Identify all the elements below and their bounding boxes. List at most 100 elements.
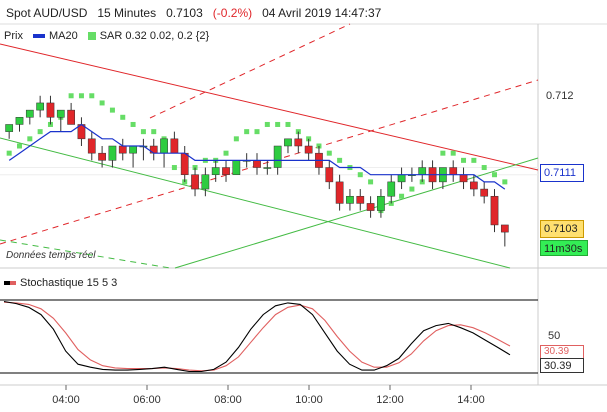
sar-dot — [285, 121, 291, 127]
time-tick-label: 08:00 — [214, 394, 242, 406]
candle-body — [87, 138, 96, 154]
sar-dot — [68, 93, 74, 99]
price-tick-0712: 0.712 — [546, 90, 574, 102]
candle-body — [5, 124, 14, 132]
candle-body — [170, 138, 179, 154]
candle-body — [222, 167, 230, 175]
stoch-k-tag: 30.39 — [540, 358, 584, 373]
sar-dot — [27, 136, 33, 142]
time-tick-label: 10:00 — [295, 394, 323, 406]
ma20-line — [8, 123, 506, 190]
last-price-tag: 0.7103 — [540, 220, 584, 238]
last-price: 0.7103 — [166, 6, 203, 20]
sar-dot — [357, 172, 363, 178]
stoch-swatch — [4, 281, 16, 285]
ma20-swatch — [32, 34, 45, 38]
instrument-name: Spot AUD/USD — [6, 6, 88, 20]
candle-body — [253, 160, 261, 168]
realtime-label: Données temps réel — [6, 250, 96, 261]
trend-channel-upper-dashed — [0, 79, 539, 245]
candle-body — [36, 102, 45, 111]
datetime: 04 Avril 2019 14:47:37 — [262, 6, 382, 20]
price-change: (-0.2%) — [212, 6, 253, 20]
sar-dot — [89, 93, 95, 99]
candle-body — [449, 167, 458, 175]
ma20-value-tag: 0.7111 — [540, 164, 584, 182]
candle-body — [304, 145, 313, 154]
price-legend-label[interactable]: Prix — [4, 30, 23, 42]
sar-dot — [492, 172, 498, 178]
sar-dot — [502, 179, 508, 185]
candle-body — [129, 145, 137, 154]
sar-dot — [78, 93, 84, 99]
candle-body — [232, 160, 241, 175]
interval-label: 15 Minutes — [97, 6, 157, 20]
candlesticks — [5, 95, 509, 247]
sar-dot — [264, 121, 270, 127]
sar-dot — [37, 129, 43, 135]
sar-dot — [399, 193, 405, 199]
candle-body — [377, 195, 385, 211]
stoch-tick-50: 50 — [548, 330, 561, 342]
candle-body — [98, 152, 106, 161]
candle-body — [500, 224, 509, 233]
candle-body — [15, 117, 24, 125]
sar-dot — [275, 121, 281, 127]
candle-body — [273, 145, 282, 168]
sar-dot — [6, 150, 12, 156]
candle-body — [418, 167, 427, 175]
candle-body — [263, 167, 272, 169]
sar-dot — [99, 100, 105, 106]
candle-body — [397, 174, 406, 183]
trend-line-down — [0, 43, 539, 171]
sar-dot — [140, 129, 146, 135]
sar-dot — [461, 157, 467, 163]
sar-dot — [450, 150, 456, 156]
candle-body — [201, 174, 210, 190]
sar-dot — [171, 165, 177, 171]
candle-body — [366, 203, 375, 211]
stoch-k-line — [3, 300, 511, 373]
stoch-legend-label[interactable]: Stochastique 15 5 3 — [20, 277, 118, 289]
candle-body — [118, 145, 127, 154]
candle-body — [160, 138, 168, 154]
sar-dot — [440, 150, 446, 156]
ma20-legend-label[interactable]: MA20 — [48, 30, 78, 42]
sar-dot — [151, 129, 157, 135]
sar-dot — [120, 114, 126, 120]
candle-body — [25, 109, 34, 118]
sar-dot — [409, 186, 415, 192]
candle-body — [211, 167, 220, 175]
candle-body — [387, 181, 396, 197]
candle-body — [356, 195, 365, 204]
channel-line-up — [174, 157, 539, 269]
candle-body — [191, 174, 199, 190]
time-tick-label: 04:00 — [52, 394, 80, 406]
candle-body — [46, 102, 55, 118]
sar-dot — [16, 143, 22, 149]
candle-body — [67, 109, 75, 125]
sar-swatch — [87, 32, 96, 40]
sar-dot — [337, 157, 343, 163]
candle-body — [335, 181, 344, 204]
time-tick-label: 06:00 — [133, 394, 161, 406]
sar-dot — [233, 136, 239, 142]
candle-body — [56, 109, 65, 118]
chart-header: Spot AUD/USD 15 Minutes 0.7103 (-0.2%) 04 Av… — [6, 6, 391, 20]
candle-body — [469, 181, 478, 190]
sar-dot — [130, 121, 136, 127]
candle-body — [459, 174, 468, 183]
countdown-tag: 11m30s — [540, 240, 588, 256]
sar-dot — [471, 157, 477, 163]
candle-body — [325, 167, 334, 183]
time-tick-label: 12:00 — [376, 394, 404, 406]
candle-body — [480, 188, 489, 197]
stoch-d-line — [3, 301, 511, 372]
sar-dot — [326, 150, 332, 156]
trend-channel-top-dashed — [149, 23, 351, 119]
candle-body — [180, 152, 189, 175]
price-legend: Prix MA20 SAR 0.32 0.02, 0.2 {2} — [4, 30, 209, 42]
sar-legend-label[interactable]: SAR 0.32 0.02, 0.2 {2} — [99, 30, 210, 42]
sar-dot — [223, 150, 229, 156]
